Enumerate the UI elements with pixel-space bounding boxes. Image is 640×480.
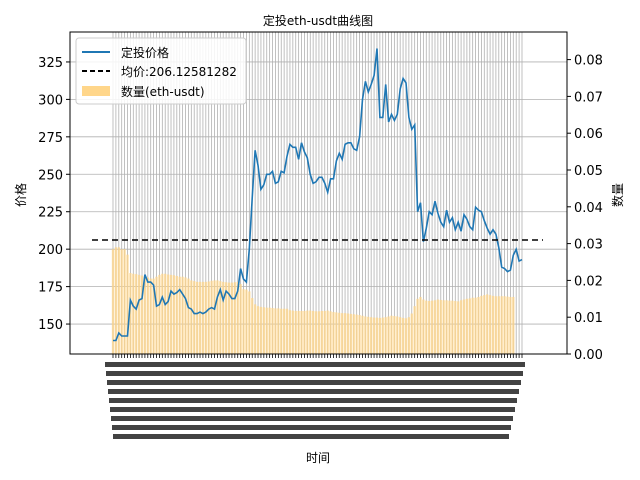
svg-text:0.00: 0.00 bbox=[574, 348, 603, 363]
svg-text:0.06: 0.06 bbox=[574, 127, 603, 142]
svg-text:0.02: 0.02 bbox=[574, 274, 603, 289]
left-axis-ticks: 150 175 200 225 250 275 300 325 bbox=[38, 56, 70, 333]
quantity-bars bbox=[111, 247, 515, 354]
svg-text:250: 250 bbox=[38, 168, 63, 183]
svg-text:200: 200 bbox=[38, 243, 63, 258]
svg-text:300: 300 bbox=[38, 93, 63, 108]
svg-text:0.05: 0.05 bbox=[574, 164, 603, 179]
svg-text:0.08: 0.08 bbox=[574, 54, 603, 69]
y-axis-label: 价格 bbox=[13, 183, 28, 207]
x-axis-label: 时间 bbox=[306, 451, 330, 465]
legend-quantity: 数量(eth-usdt) bbox=[121, 84, 205, 99]
legend-average: 均价:206.12581282 bbox=[121, 65, 237, 79]
svg-text:275: 275 bbox=[38, 131, 63, 146]
legend-price: 定投价格 bbox=[121, 45, 169, 60]
svg-text:0.01: 0.01 bbox=[574, 311, 603, 326]
svg-text:325: 325 bbox=[38, 56, 63, 71]
chart-title: 定投eth-usdt曲线图 bbox=[263, 13, 373, 28]
legend: 定投价格 均价:206.12581282 数量(eth-usdt) bbox=[75, 37, 247, 105]
svg-text:175: 175 bbox=[38, 281, 63, 296]
svg-text:225: 225 bbox=[38, 206, 63, 221]
svg-text:150: 150 bbox=[38, 318, 63, 333]
right-axis-ticks: 0.00 0.01 0.02 0.03 0.04 0.05 0.06 0.07 0.08 bbox=[567, 54, 603, 363]
svg-text:0.03: 0.03 bbox=[574, 238, 603, 253]
svg-text:0.07: 0.07 bbox=[574, 90, 603, 105]
x-axis-ticks bbox=[105, 354, 525, 439]
legend-bar-icon bbox=[82, 86, 110, 96]
price-line bbox=[113, 48, 523, 342]
svg-text:0.04: 0.04 bbox=[574, 201, 603, 216]
plot-frame bbox=[69, 31, 568, 355]
y-axis-right-label: 数量 bbox=[610, 183, 625, 207]
